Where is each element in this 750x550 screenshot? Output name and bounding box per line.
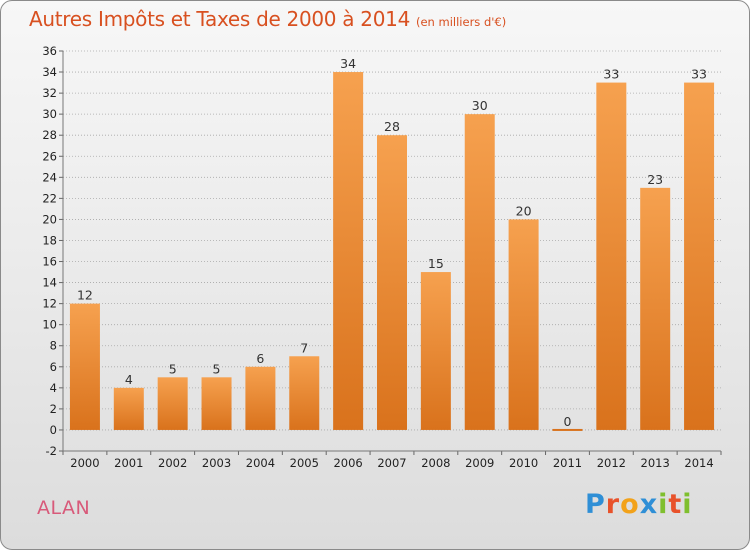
x-tick-label: 2008 <box>421 456 450 470</box>
y-tick-label: 28 <box>42 128 57 142</box>
logo-letter: r <box>605 489 621 520</box>
bar <box>201 377 232 430</box>
y-tick-label: 32 <box>42 86 57 100</box>
y-tick-label: 22 <box>42 191 57 205</box>
x-tick-label: 2006 <box>333 456 362 470</box>
value-label: 20 <box>516 203 532 218</box>
y-tick-label: 6 <box>50 360 57 374</box>
y-tick-label: 12 <box>42 297 57 311</box>
value-label: 30 <box>472 98 488 113</box>
y-tick-label: 8 <box>50 339 57 353</box>
x-tick-label: 2012 <box>597 456 626 470</box>
chart-title: Autres Impôts et Taxes de 2000 à 2014 (en… <box>29 7 506 31</box>
x-tick-label: 2004 <box>246 456 275 470</box>
x-tick-label: 2010 <box>509 456 538 470</box>
value-label: 6 <box>256 351 264 366</box>
logo-letter: i <box>682 489 693 520</box>
bar <box>684 82 715 430</box>
logo-letter: t <box>668 489 683 520</box>
x-tick-label: 2002 <box>158 456 187 470</box>
value-label: 7 <box>300 340 308 355</box>
value-label: 12 <box>77 288 93 303</box>
bar <box>377 135 407 430</box>
bar <box>464 114 495 430</box>
x-tick-label: 2014 <box>684 456 713 470</box>
value-label: 33 <box>603 67 619 82</box>
y-tick-label: 18 <box>42 233 57 247</box>
y-tick-label: 20 <box>42 212 57 226</box>
value-label: 4 <box>125 372 133 387</box>
bar <box>596 82 627 430</box>
commune-name: ALAN <box>37 497 91 519</box>
value-label: 23 <box>647 172 663 187</box>
chart-title-text: Autres Impôts et Taxes de 2000 à 2014 <box>29 7 410 31</box>
y-tick-label: 2 <box>50 402 57 416</box>
bar <box>289 356 320 430</box>
logo-letter: i <box>658 489 669 520</box>
x-tick-label: 2000 <box>70 456 99 470</box>
value-label: 5 <box>169 361 177 376</box>
logo-letter: o <box>620 489 640 520</box>
bar <box>552 428 583 431</box>
value-label: 28 <box>384 119 400 134</box>
y-tick-label: 36 <box>42 44 57 58</box>
y-tick-label: 34 <box>42 65 57 79</box>
y-tick-label: 10 <box>42 318 57 332</box>
y-tick-label: -2 <box>46 444 57 458</box>
y-tick-label: 0 <box>50 423 57 437</box>
x-tick-label: 2003 <box>202 456 231 470</box>
y-tick-label: 24 <box>42 170 57 184</box>
bar <box>69 303 100 430</box>
x-tick-label: 2007 <box>377 456 406 470</box>
chart-unit: (en milliers d'€) <box>416 15 507 29</box>
bar <box>640 187 671 430</box>
bar <box>245 366 276 430</box>
x-tick-label: 2009 <box>465 456 494 470</box>
logo-letter: P <box>585 489 606 520</box>
x-tick-label: 2001 <box>114 456 143 470</box>
bar <box>420 272 451 430</box>
y-tick-label: 14 <box>42 276 57 290</box>
y-tick-label: 4 <box>50 381 57 395</box>
bar <box>157 377 188 430</box>
bar <box>508 219 539 430</box>
y-tick-label: 26 <box>42 149 57 163</box>
logo-letter: x <box>639 489 659 520</box>
y-tick-label: 30 <box>42 107 57 121</box>
value-label: 5 <box>213 361 221 376</box>
value-label: 33 <box>691 67 707 82</box>
bar <box>333 72 364 430</box>
x-tick-label: 2013 <box>641 456 670 470</box>
value-label: 0 <box>563 414 571 429</box>
x-tick-label: 2005 <box>290 456 319 470</box>
value-label: 34 <box>340 56 356 71</box>
x-tick-label: 2011 <box>553 456 582 470</box>
y-tick-label: 16 <box>42 255 57 269</box>
value-label: 15 <box>428 256 444 271</box>
proxiti-logo: Proxiti <box>585 489 693 520</box>
bar <box>113 387 144 430</box>
